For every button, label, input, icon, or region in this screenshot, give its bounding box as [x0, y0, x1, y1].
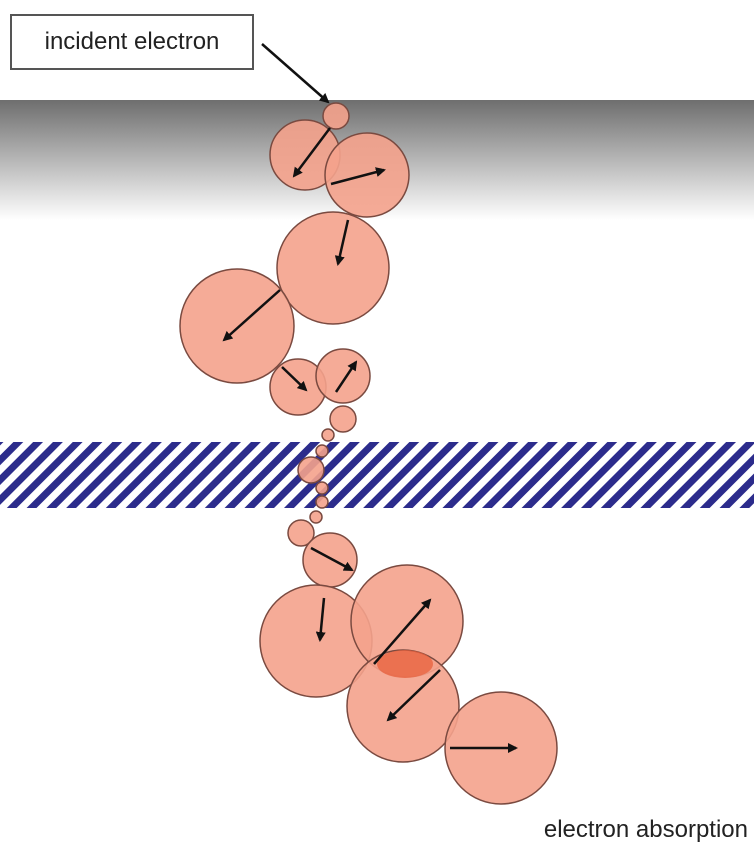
scatter-circle: [321, 428, 335, 442]
scatter-circle: [329, 405, 357, 433]
incident-pointer-arrow: [261, 43, 330, 104]
arrow-icon: [373, 598, 432, 665]
scatter-circle: [276, 211, 390, 325]
scatter-circle: [315, 348, 371, 404]
scatter-circle: [309, 510, 323, 524]
arrow-icon: [386, 669, 441, 722]
arrow-icon: [330, 167, 386, 186]
overlap-region: [377, 650, 433, 678]
incident-electron-label: incident electron: [10, 14, 254, 70]
electron-absorption-label: electron absorption: [543, 816, 748, 843]
arrow-icon: [292, 127, 331, 178]
arrow-icon: [310, 546, 354, 572]
scatter-circle: [315, 444, 329, 458]
arrow-icon: [281, 366, 308, 392]
arrow-icon: [222, 289, 281, 342]
scatter-circle: [287, 519, 315, 547]
arrow-icon: [334, 219, 350, 266]
hatched-layer: [0, 442, 754, 508]
scatter-circle: [297, 456, 325, 484]
arrow-icon: [315, 597, 326, 642]
scatter-circle: [315, 495, 329, 509]
incident-electron-text: incident electron: [44, 28, 220, 55]
scatter-circle: [322, 102, 350, 130]
scatter-circle: [179, 268, 295, 384]
scatter-circle: [302, 532, 358, 588]
scattering-path: [179, 102, 558, 805]
scatter-circle: [315, 481, 329, 495]
arrow-icon: [334, 360, 358, 393]
